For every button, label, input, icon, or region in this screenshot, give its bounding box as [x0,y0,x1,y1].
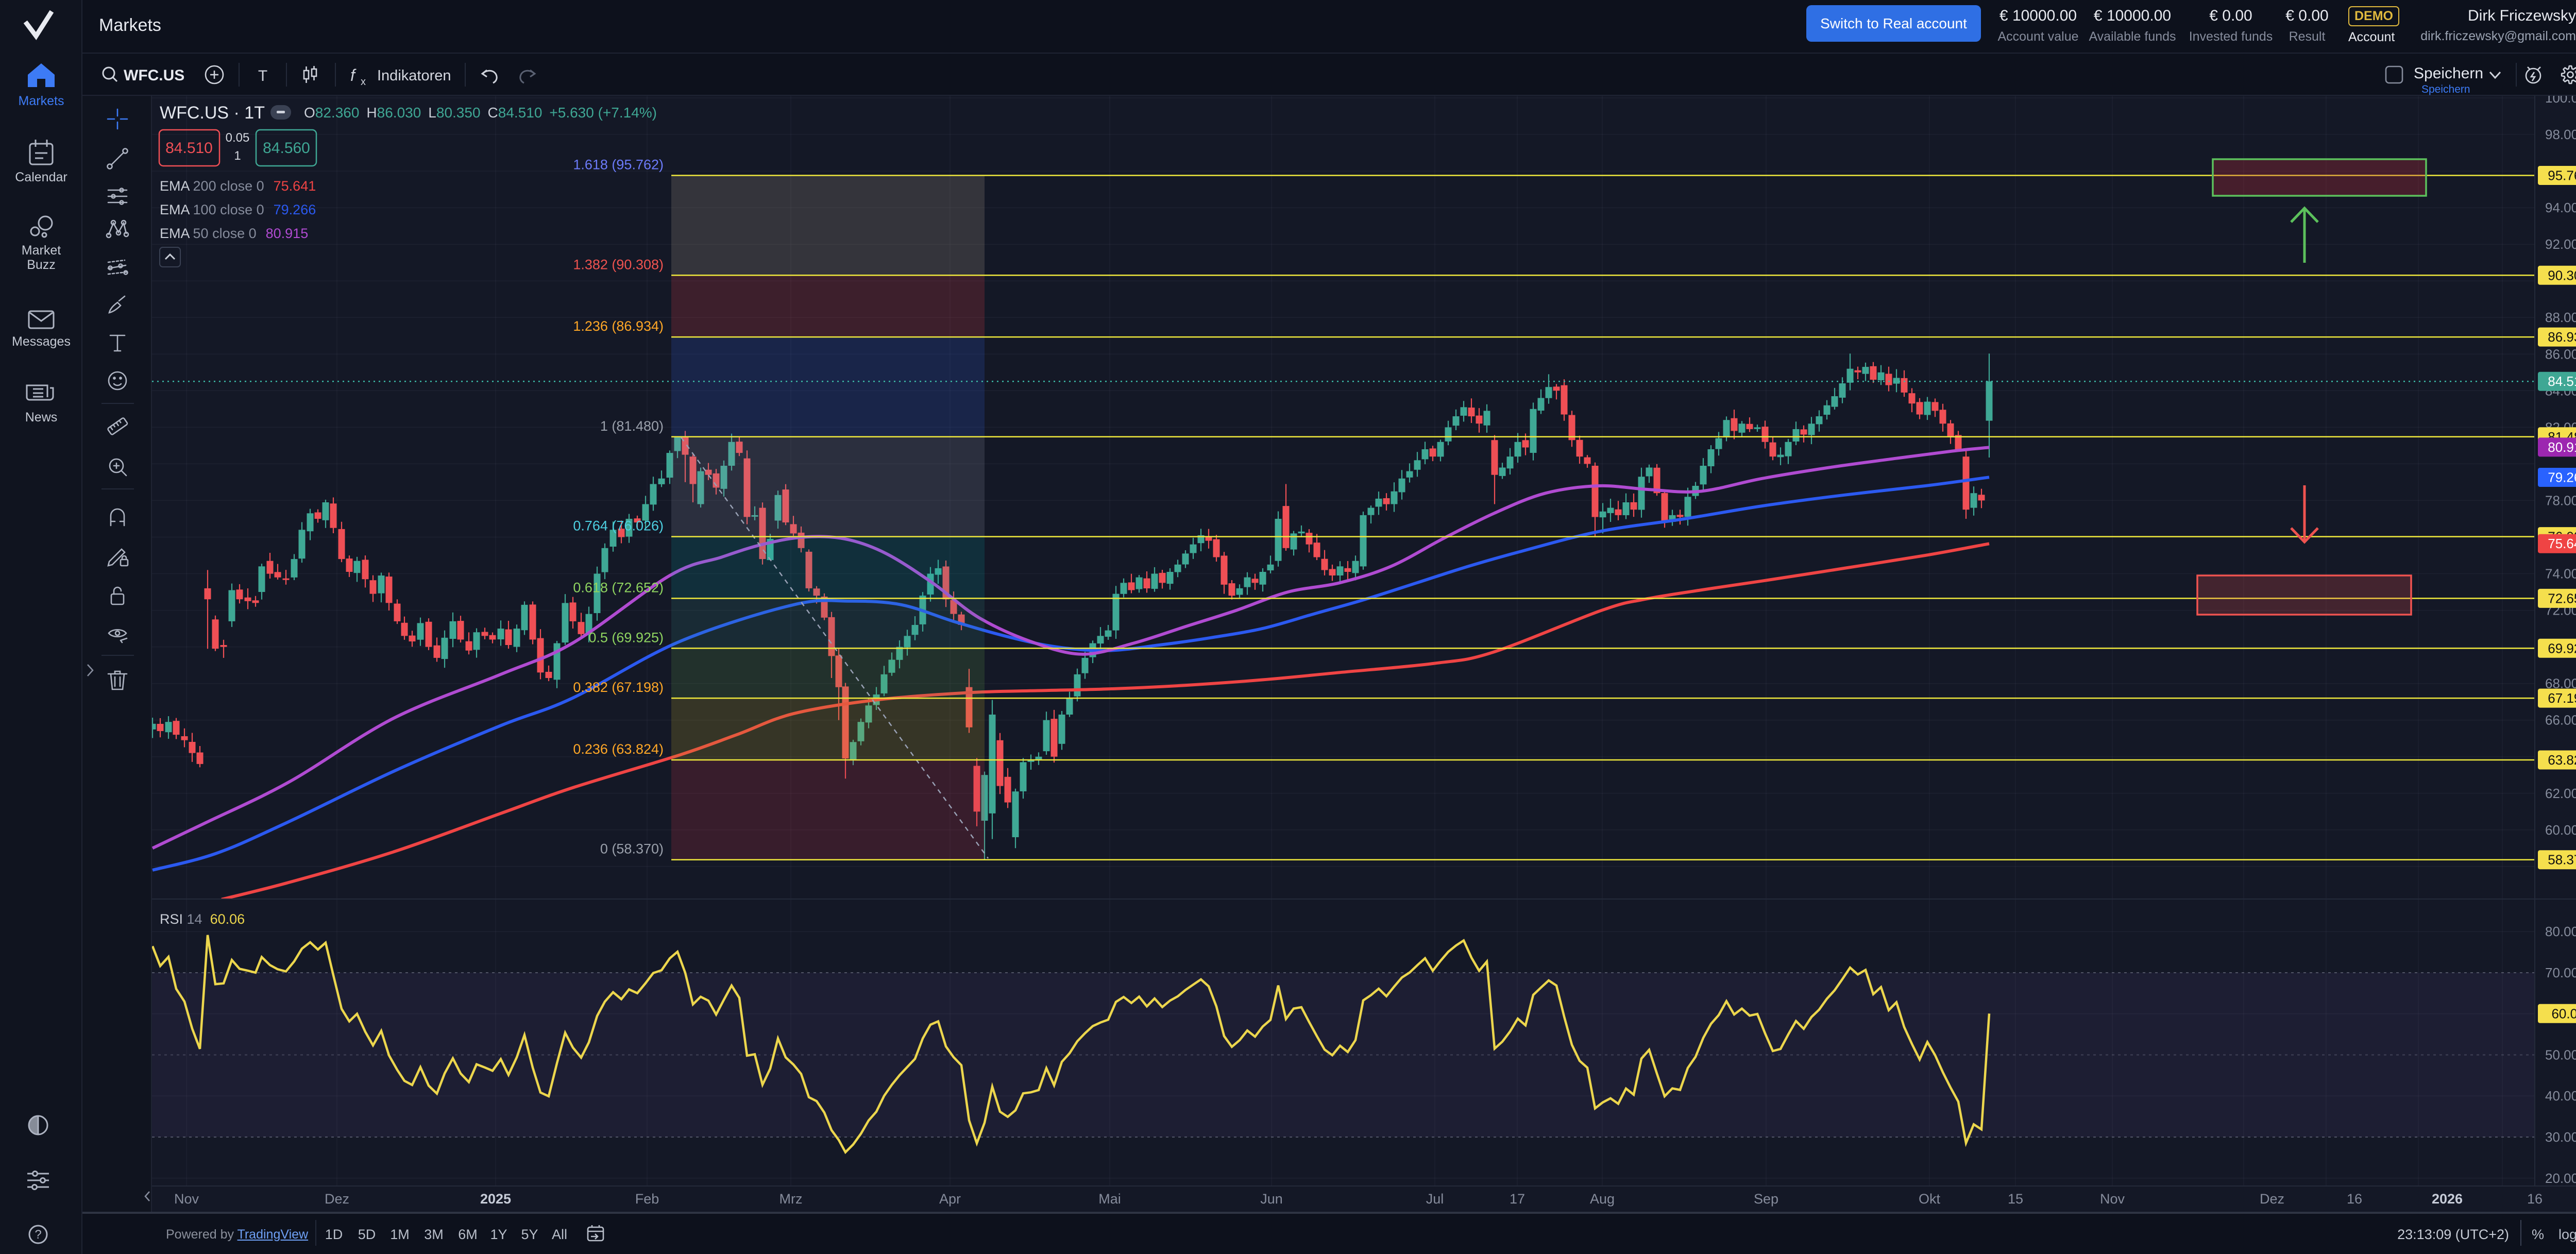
svg-text:Jul: Jul [1426,1191,1444,1207]
svg-text:63.824: 63.824 [2548,752,2576,768]
svg-text:Messages: Messages [12,334,71,349]
svg-text:0.236 (63.824): 0.236 (63.824) [573,741,664,757]
svg-text:16: 16 [2347,1191,2362,1207]
svg-text:Feb: Feb [635,1191,659,1207]
svg-text:0.764 (76.026): 0.764 (76.026) [573,518,664,534]
svg-text:Mrz: Mrz [779,1191,803,1207]
svg-text:70.00: 70.00 [2545,965,2576,980]
svg-text:60.000: 60.000 [2545,822,2576,838]
svg-text:90.308: 90.308 [2548,267,2576,283]
svg-text:Okt: Okt [1919,1191,1941,1207]
svg-text:Nov: Nov [174,1191,199,1207]
svg-text:86.000: 86.000 [2545,346,2576,362]
svg-text:92.000: 92.000 [2545,236,2576,252]
svg-text:62.000: 62.000 [2545,786,2576,801]
svg-text:15: 15 [2008,1191,2023,1207]
svg-text:72.652: 72.652 [2548,590,2576,606]
svg-text:75.641: 75.641 [2548,536,2576,551]
svg-text:60.06: 60.06 [2551,1006,2576,1021]
svg-text:Calendar: Calendar [15,170,67,184]
svg-text:2025: 2025 [480,1191,511,1207]
svg-text:Aug: Aug [1590,1191,1615,1207]
svg-text:EMA 50 close 080.915: EMA 50 close 0 80.915 [160,226,308,241]
svg-text:88.000: 88.000 [2545,310,2576,325]
svg-text:67.198: 67.198 [2548,690,2576,706]
svg-text:Dez: Dez [2260,1191,2284,1207]
svg-text:80.915: 80.915 [2548,439,2576,455]
svg-text:30.00: 30.00 [2545,1129,2576,1145]
svg-text:RSI 14 60.06: RSI 14 60.06 [160,911,245,927]
svg-text:1.618 (95.762): 1.618 (95.762) [573,157,664,173]
svg-text:Mai: Mai [1098,1191,1121,1207]
svg-text:0 (58.370): 0 (58.370) [600,841,664,857]
svg-text:f: f [350,66,357,84]
svg-text:1.382 (90.308): 1.382 (90.308) [573,257,664,272]
svg-text:95.762: 95.762 [2548,168,2576,183]
svg-text:Apr: Apr [939,1191,961,1207]
svg-text:17: 17 [1510,1191,1525,1207]
svg-text:x: x [361,76,366,88]
svg-text:0.5 (69.925): 0.5 (69.925) [588,630,664,645]
svg-text:Jun: Jun [1260,1191,1283,1207]
svg-text:0.618 (72.652): 0.618 (72.652) [573,580,664,595]
svg-text:1.236 (86.934): 1.236 (86.934) [573,318,664,334]
svg-text:16: 16 [2527,1191,2543,1207]
svg-text:1: 1 [234,149,241,163]
svg-text:Speichern: Speichern [2421,83,2470,95]
svg-text:69.925: 69.925 [2548,640,2576,656]
svg-text:94.000: 94.000 [2545,200,2576,215]
svg-text:78.000: 78.000 [2545,493,2576,508]
svg-text:?: ? [35,1228,41,1242]
svg-text:Speichern: Speichern [2414,65,2483,82]
svg-text:0.05: 0.05 [226,131,250,145]
svg-text:58.370: 58.370 [2548,852,2576,868]
svg-text:WFC.US: WFC.US [124,67,184,84]
svg-text:84.560: 84.560 [263,140,310,157]
svg-text:News: News [25,410,58,425]
svg-text:Indikatoren: Indikatoren [377,67,451,84]
svg-text:74.000: 74.000 [2545,566,2576,582]
svg-text:20.00: 20.00 [2545,1171,2576,1186]
svg-text:T: T [258,67,267,84]
svg-text:50.00: 50.00 [2545,1047,2576,1063]
svg-text:0.382 (67.198): 0.382 (67.198) [573,680,664,695]
svg-text:84.510: 84.510 [2548,374,2576,389]
svg-text:Sep: Sep [1754,1191,1778,1207]
svg-text:2026: 2026 [2432,1191,2463,1207]
svg-text:98.000: 98.000 [2545,127,2576,142]
svg-text:EMA 100 close 079.266: EMA 100 close 0 79.266 [160,202,316,217]
svg-text:80.00: 80.00 [2545,924,2576,939]
svg-text:Markets: Markets [19,94,64,108]
svg-text:Nov: Nov [2100,1191,2125,1207]
svg-text:Dez: Dez [325,1191,349,1207]
svg-text:WFC.US · 1T: WFC.US · 1T [160,103,265,123]
svg-text:1 (81.480): 1 (81.480) [600,418,664,434]
svg-text:EMA 200 close 075.641: EMA 200 close 0 75.641 [160,178,316,194]
svg-text:86.934: 86.934 [2548,329,2576,345]
svg-text:40.00: 40.00 [2545,1088,2576,1104]
svg-text:Buzz: Buzz [27,258,56,272]
svg-text:Market: Market [22,243,61,258]
svg-text:84.510: 84.510 [165,140,213,157]
svg-text:79.266: 79.266 [2548,470,2576,485]
svg-text:66.000: 66.000 [2545,713,2576,728]
